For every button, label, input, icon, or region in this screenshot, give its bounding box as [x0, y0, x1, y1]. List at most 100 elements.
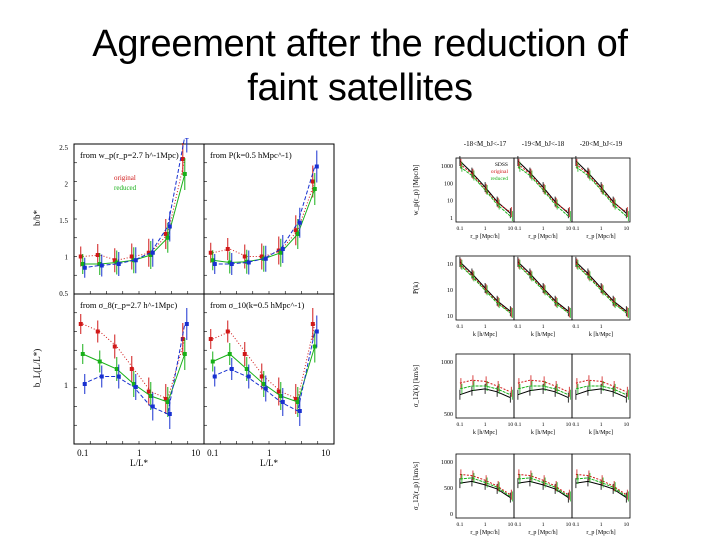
right-x-tick-label: 0.1 [456, 226, 463, 232]
left-figure-svg: from w_p(r_p=2.7 h^-1Mpc) original reduced… [32, 120, 335, 468]
left-data-point [95, 329, 100, 334]
left-data-point [180, 337, 185, 341]
right-series-line [517, 379, 569, 393]
right-figure-svg: -18<M_bJ<-17 -19<M_bJ<-18 -20<M_bJ<-19 w_p(… [412, 140, 631, 536]
left-legend-original: original [114, 174, 136, 182]
left-data-point [116, 262, 121, 266]
right-series-line [517, 477, 569, 497]
right-series-line [459, 163, 511, 213]
right-x-tick-label: 0.1 [456, 324, 463, 330]
right-series-line [517, 385, 569, 396]
right-panel-frame [571, 353, 631, 419]
right-x-tick-label: 10 [624, 226, 630, 232]
left-data-point [163, 397, 168, 401]
left-data-point [225, 329, 230, 334]
left-data-point [150, 250, 155, 255]
left-data-point [167, 412, 172, 416]
left-data-point [146, 250, 151, 255]
right-series-line [517, 264, 569, 314]
right-x-axis-label: r_p [Mpc/h] [528, 530, 557, 536]
left-data-point [246, 374, 251, 379]
right-y-tick-label: 1000 [441, 460, 453, 466]
left-data-point [276, 389, 281, 394]
right-row-y-label: w_p(r_p) [Mpc/h] [412, 165, 420, 216]
left-data-point [297, 220, 302, 225]
right-x-axis-label: k [h/Mpc] [589, 430, 613, 436]
right-legend-reduced: reduced [491, 176, 509, 182]
right-x-tick-label: 10 [508, 422, 514, 428]
right-series-line [517, 163, 569, 213]
left-data-point [280, 247, 285, 251]
left-data-point [242, 254, 247, 259]
left-data-point [95, 253, 100, 257]
right-y-tick-label: 100 [444, 181, 453, 187]
right-legend-original: original [491, 169, 509, 175]
right-row-y-label: σ_12(k) [km/s] [412, 365, 420, 407]
left-x-tick-label: 0.1 [77, 448, 88, 458]
left-data-point [97, 359, 102, 364]
left-data-point [80, 352, 85, 356]
left-data-point [310, 322, 315, 326]
right-series-line [517, 263, 569, 313]
right-y-tick-label: 0 [450, 512, 453, 518]
right-panel-frame [571, 255, 631, 321]
left-data-point [242, 352, 247, 356]
right-x-tick-label: 1 [600, 422, 603, 428]
left-data-point [210, 359, 215, 364]
right-series-line [459, 473, 511, 496]
left-panel-frame [203, 143, 335, 295]
right-row-y-label: P(k) [412, 281, 420, 294]
left-data-point [114, 367, 119, 371]
left-data-point [259, 254, 264, 259]
left-data-point [246, 260, 251, 265]
left-data-point [163, 232, 168, 236]
right-series-line [459, 385, 511, 396]
left-data-point [148, 253, 153, 257]
left-x-tick-label: 0.1 [207, 448, 218, 458]
left-data-point [99, 374, 104, 379]
right-column-header: -18<M_bJ<-17 [464, 140, 507, 148]
left-data-point [182, 352, 187, 356]
right-x-axis-label: k [h/Mpc] [589, 332, 613, 338]
left-data-point [295, 400, 300, 404]
left-data-point [229, 367, 234, 371]
left-panel-label: from P(k=0.5 hMpc^-1) [210, 150, 292, 160]
right-x-tick-label: 0.1 [514, 422, 521, 428]
right-x-tick-label: 0.1 [514, 522, 521, 528]
right-x-tick-label: 0.1 [514, 324, 521, 330]
left-y-tick-label: 2.5 [59, 144, 68, 152]
right-x-axis-label: r_p [Mpc/h] [528, 234, 557, 240]
left-data-point [184, 134, 189, 139]
right-x-tick-label: 10 [566, 422, 572, 428]
right-x-tick-label: 1 [484, 422, 487, 428]
left-data-point [261, 382, 266, 386]
left-data-point [312, 187, 317, 191]
left-data-point [225, 247, 230, 251]
left-data-point [165, 235, 170, 240]
slide-title-line1: Agreement after the reduction of [92, 23, 628, 65]
right-x-axis-label: r_p [Mpc/h] [586, 530, 615, 536]
left-panel-label: from w_p(r_p=2.7 h^-1Mpc) [80, 150, 179, 160]
right-x-tick-label: 0.1 [572, 226, 579, 232]
right-figure: -18<M_bJ<-17 -19<M_bJ<-18 -20<M_bJ<-19 w_p(… [408, 136, 656, 538]
right-y-tick-label: 1 [450, 216, 453, 222]
left-data-point [129, 254, 134, 259]
right-series-line [575, 477, 627, 497]
left-data-point [310, 179, 315, 184]
slide-title-line2: faint satellites [247, 67, 473, 109]
right-series-line [575, 379, 627, 393]
right-x-tick-label: 1 [542, 324, 545, 330]
left-data-point [244, 367, 249, 371]
right-series-line [459, 263, 511, 313]
right-panel-frame [571, 157, 631, 223]
left-data-point [78, 322, 83, 326]
left-data-point [208, 337, 213, 341]
left-data-point [278, 394, 283, 398]
right-series-line [575, 163, 627, 213]
left-y-tick-label: 1 [64, 381, 68, 390]
left-series-line [82, 136, 186, 269]
right-column-header: -19<M_bJ<-18 [522, 140, 565, 148]
right-y-tick-label: 10 [447, 314, 453, 320]
left-y-tick-label: 1.5 [59, 217, 68, 225]
right-x-tick-label: 10 [566, 522, 572, 528]
